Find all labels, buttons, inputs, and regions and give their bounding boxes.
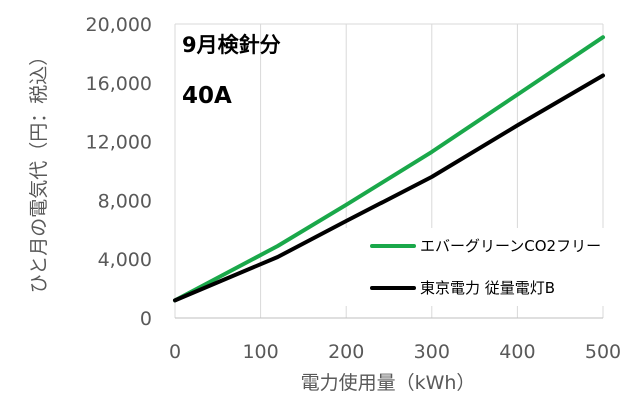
y-tick-label: 12,000: [86, 132, 152, 154]
y-axis-ticks: 0 4,000 8,000 12,000 16,000 20,000: [86, 14, 152, 330]
x-tick-label: 100: [242, 341, 278, 363]
legend-label-2: 東京電力 従量電灯B: [420, 279, 555, 297]
legend-label-1: エバーグリーンCO2フリー: [420, 237, 601, 255]
legend-background: [345, 228, 607, 306]
y-tick-label: 16,000: [86, 73, 152, 95]
y-tick-label: 0: [140, 308, 152, 330]
y-axis-title: ひと月の電気代（円：税込）: [28, 47, 50, 293]
annotation-amperage: 40A: [182, 83, 232, 109]
x-axis-title: 電力使用量（kWh）: [301, 372, 476, 394]
x-tick-label: 300: [414, 341, 450, 363]
series-line-1: [173, 35, 605, 303]
series-lines: [173, 35, 605, 303]
x-axis-ticks: 0 100 200 300 400 500: [169, 341, 621, 363]
y-tick-label: 4,000: [98, 249, 152, 271]
x-tick-label: 0: [169, 341, 181, 363]
x-tick-label: 400: [499, 341, 535, 363]
x-tick-label: 200: [328, 341, 364, 363]
y-tick-label: 20,000: [86, 14, 152, 36]
grid-lines: [174, 23, 604, 319]
y-tick-label: 8,000: [98, 190, 152, 212]
x-tick-label: 500: [585, 341, 621, 363]
annotation-meter-reading: 9月検針分: [182, 33, 281, 57]
series-line-2: [173, 73, 605, 303]
